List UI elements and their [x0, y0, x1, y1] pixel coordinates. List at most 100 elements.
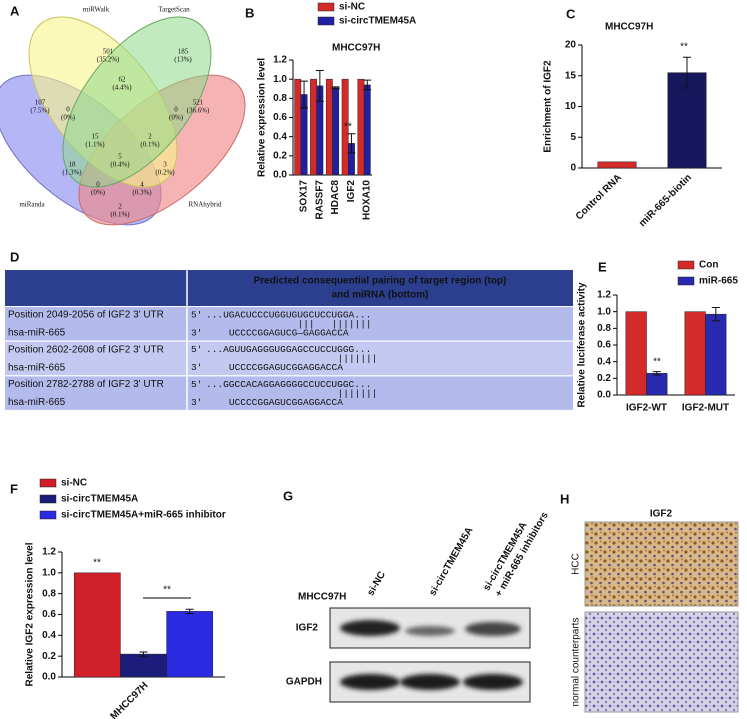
- legend-swatch: [39, 510, 57, 520]
- venn-set-label: TargetScan: [158, 6, 190, 14]
- mirna-name: hsa-miR-665: [8, 328, 66, 339]
- y-tick-label: 0.8: [597, 323, 611, 334]
- venn-percent: (0%): [61, 114, 76, 122]
- y-tick-label: 15: [565, 70, 577, 81]
- y-tick-label: 0.8: [273, 93, 287, 104]
- venn-count: 2: [148, 133, 152, 141]
- x-tick-label: HOXA10: [362, 180, 373, 220]
- error-bar: [315, 70, 324, 102]
- bar: [166, 611, 214, 678]
- pairing: |||||||: [338, 353, 378, 364]
- venn-set-label: RNAhybrid: [188, 201, 222, 209]
- venn-set-label: miRanda: [19, 201, 45, 209]
- bar: [310, 78, 317, 176]
- target-sequence: ...GGCCACAGGAGGGGCCUCCUGGC...: [206, 379, 371, 390]
- venn-percent: (7.5%): [30, 107, 50, 115]
- y-tick-label: 0.2: [42, 651, 56, 662]
- venn-set-label: miRWalk: [83, 6, 110, 14]
- panel-label: G: [283, 488, 293, 503]
- legend-label: si-NC: [339, 2, 365, 13]
- venn-count: 501: [103, 48, 114, 56]
- table-header: and miRNA (bottom): [332, 290, 429, 301]
- ihc-image: [584, 611, 739, 713]
- venn-count: 4: [140, 181, 144, 189]
- table-row: [5, 307, 573, 341]
- mirna-sequence: UCCCCGGAGUCG—GAGGACCA: [229, 328, 349, 339]
- ihc-image: [584, 521, 739, 607]
- y-tick-label: 0.0: [42, 672, 56, 683]
- y-tick-label: 0: [570, 163, 576, 174]
- blot-band: [465, 622, 521, 636]
- mirna-sequence: UCCCCGGAGUCGGAGGACCA: [229, 362, 343, 373]
- x-tick-label: SOX17: [299, 180, 310, 213]
- mirna-sequence: UCCCCGGAGUCGGAGGACCA: [229, 397, 343, 408]
- y-tick-label: 1.0: [597, 306, 611, 317]
- bar: [705, 313, 727, 396]
- blot-band: [400, 674, 460, 690]
- prime-end: 5': [191, 379, 202, 390]
- venn-count: 0: [66, 106, 70, 114]
- x-tick-label: IGF2-WT: [626, 403, 667, 414]
- y-tick-label: 0.8: [42, 588, 56, 599]
- y-tick-label: 0.2: [273, 150, 287, 161]
- annotation: **: [344, 122, 352, 133]
- cell-line: MHCC97H: [298, 592, 346, 603]
- venn-count: 5: [118, 153, 122, 161]
- legend-label: Con: [699, 260, 718, 271]
- table-row: [5, 376, 573, 410]
- panel-label: H: [560, 491, 569, 506]
- y-tick-label: 0.0: [597, 390, 611, 401]
- pairing: |||||||: [338, 388, 378, 399]
- venn-percent: (36.6%): [187, 107, 210, 115]
- venn-count: 2: [118, 203, 122, 211]
- venn-set: [62, 16, 212, 188]
- y-axis-label: Relative IGF2 expression level: [25, 542, 36, 686]
- venn-count: 3: [163, 161, 167, 169]
- venn-percent: (0.1%): [110, 211, 130, 219]
- y-tick-label: 1.0: [42, 567, 56, 578]
- venn-percent: (1.3%): [62, 169, 82, 177]
- prime-end: 3': [191, 328, 202, 339]
- y-tick-label: 0.0: [273, 170, 287, 181]
- legend-label: miR-665: [699, 276, 738, 287]
- blot-band: [340, 674, 400, 690]
- y-tick-label: 0.6: [42, 609, 56, 620]
- bar: [332, 87, 340, 176]
- venn-percent: (0.3%): [132, 189, 152, 197]
- error-bar: [331, 86, 340, 90]
- bar: [73, 572, 121, 678]
- legend-label: si-circTMEM45A: [339, 16, 416, 27]
- chart-title: MHCC97H: [605, 22, 653, 33]
- y-axis-label: Relative expression level: [257, 58, 268, 177]
- error-bar: [347, 133, 356, 154]
- x-tick-label: RASSF7: [314, 180, 325, 220]
- y-tick-label: 10: [565, 101, 577, 112]
- y-tick-label: 20: [565, 40, 577, 51]
- error-bar: [185, 608, 194, 614]
- legend-label: si-NC: [61, 478, 87, 489]
- annotation: **: [93, 558, 101, 569]
- y-tick-label: 1.2: [597, 290, 611, 301]
- legend-label: si-circTMEM45A: [61, 494, 138, 505]
- bar: [363, 84, 371, 176]
- target-sequence: ...AGUUGAGGGUGGAGCCUCCUGGG...: [206, 344, 371, 355]
- error-bar: [300, 80, 309, 109]
- y-tick-label: 0.4: [273, 131, 287, 142]
- mirna-name: hsa-miR-665: [8, 362, 66, 373]
- bar: [357, 78, 365, 176]
- venn-diagram: [0, 16, 246, 226]
- legend-swatch: [39, 494, 57, 504]
- pairing: ||| |||||||: [298, 319, 372, 330]
- venn-percent: (1.1%): [85, 141, 105, 149]
- venn-count: 0: [96, 181, 100, 189]
- error-bar: [139, 651, 148, 657]
- blot-band: [405, 626, 455, 636]
- target-position: Position 2049-2056 of IGF2 3' UTR: [8, 310, 164, 321]
- y-tick-label: 0.4: [42, 630, 56, 641]
- venn-percent: (0%): [169, 114, 184, 122]
- y-tick-label: 0.4: [597, 356, 611, 367]
- bar: [684, 311, 706, 396]
- target-position: Position 2602-2608 of IGF2 3' UTR: [8, 344, 164, 355]
- venn-percent: (0.2%): [155, 169, 175, 177]
- bar: [667, 72, 707, 169]
